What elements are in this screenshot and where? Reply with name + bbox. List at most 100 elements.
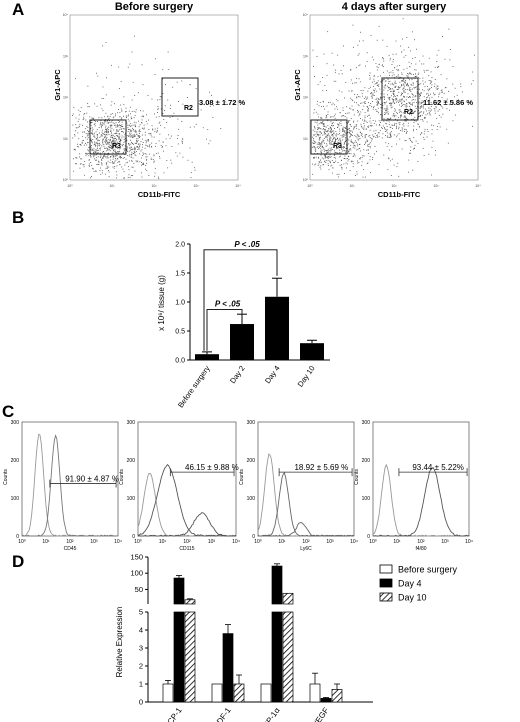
event-dot xyxy=(403,96,405,98)
event-dot xyxy=(120,139,122,141)
x-tick-label: Day 4 xyxy=(263,364,282,385)
event-dot xyxy=(321,122,323,124)
event-dot xyxy=(386,126,388,127)
bar xyxy=(222,633,234,703)
event-dot xyxy=(380,104,381,105)
bar xyxy=(260,683,272,703)
event-dot xyxy=(375,63,377,65)
event-dot xyxy=(335,135,337,137)
event-dot xyxy=(365,176,366,178)
event-dot xyxy=(323,123,325,125)
event-dot xyxy=(360,102,362,104)
event-dot xyxy=(325,156,326,158)
event-dot xyxy=(334,113,336,115)
event-dot xyxy=(151,125,153,127)
event-dot xyxy=(101,159,102,161)
event-dot xyxy=(407,73,408,74)
event-dot xyxy=(345,128,347,130)
event-dot xyxy=(324,108,326,110)
event-dot xyxy=(322,141,324,143)
event-dot xyxy=(406,102,407,104)
event-dot xyxy=(113,167,115,169)
event-dot xyxy=(316,122,318,124)
event-dot xyxy=(366,149,368,151)
event-dot xyxy=(154,175,155,177)
event-dot xyxy=(162,141,164,143)
event-dot xyxy=(412,99,414,100)
event-dot xyxy=(153,136,155,138)
event-dot xyxy=(92,133,94,135)
event-dot xyxy=(369,77,371,79)
event-dot xyxy=(419,94,421,95)
event-dot xyxy=(368,114,370,116)
event-dot xyxy=(150,132,152,134)
event-dot xyxy=(91,132,93,134)
event-dot xyxy=(92,167,94,169)
event-dot xyxy=(370,92,372,94)
event-dot xyxy=(357,162,359,164)
gate-percentage: 93.44 ± 5.22% xyxy=(412,463,464,472)
event-dot xyxy=(119,164,121,165)
event-dot xyxy=(446,108,448,110)
event-dot xyxy=(313,137,315,139)
y-tick-label: 300 xyxy=(362,420,371,426)
event-dot xyxy=(382,133,384,135)
event-dot xyxy=(395,40,397,42)
event-dot xyxy=(403,80,404,82)
event-dot xyxy=(406,105,408,107)
event-dot xyxy=(83,164,85,166)
event-dot xyxy=(105,163,107,164)
event-dot xyxy=(389,99,391,101)
y-tick-label: 100 xyxy=(362,496,371,502)
event-dot xyxy=(367,145,369,147)
event-dot xyxy=(403,79,405,81)
event-dot xyxy=(347,132,349,134)
event-dot xyxy=(111,146,113,148)
event-dot xyxy=(314,147,316,149)
event-dot xyxy=(130,136,132,138)
event-dot xyxy=(402,18,404,20)
event-dot xyxy=(410,89,412,90)
event-dot xyxy=(323,105,324,107)
event-dot xyxy=(399,76,401,78)
event-dot xyxy=(388,81,390,83)
event-dot xyxy=(117,148,119,149)
event-dot xyxy=(361,164,363,166)
event-dot xyxy=(364,117,366,119)
event-dot xyxy=(425,114,427,116)
event-dot xyxy=(364,136,366,138)
event-dot xyxy=(314,146,315,148)
event-dot xyxy=(348,149,350,151)
event-dot xyxy=(388,124,390,125)
event-dot xyxy=(373,89,374,91)
event-dot xyxy=(125,107,127,109)
event-dot xyxy=(401,105,403,106)
event-dot xyxy=(388,158,390,160)
event-dot xyxy=(360,157,361,159)
event-dot xyxy=(79,125,80,127)
event-dot xyxy=(351,130,353,132)
event-dot xyxy=(396,125,398,127)
event-dot xyxy=(391,158,393,160)
event-dot xyxy=(325,154,326,156)
event-dot xyxy=(405,117,406,119)
event-dot xyxy=(428,110,430,112)
event-dot xyxy=(424,130,426,132)
event-dot xyxy=(114,133,116,135)
event-dot xyxy=(410,84,412,86)
event-dot xyxy=(412,118,414,120)
event-dot xyxy=(117,126,119,128)
event-dot xyxy=(324,129,325,131)
event-dot xyxy=(116,143,118,145)
plot-frame xyxy=(257,421,355,537)
event-dot xyxy=(125,132,126,134)
event-dot xyxy=(93,156,95,158)
event-dot xyxy=(104,121,106,123)
event-dot xyxy=(156,116,158,118)
event-dot xyxy=(431,109,432,111)
event-dot xyxy=(124,148,126,150)
event-dot xyxy=(107,167,108,169)
event-dot xyxy=(364,125,365,127)
event-dot xyxy=(112,158,114,160)
event-dot xyxy=(329,138,331,140)
